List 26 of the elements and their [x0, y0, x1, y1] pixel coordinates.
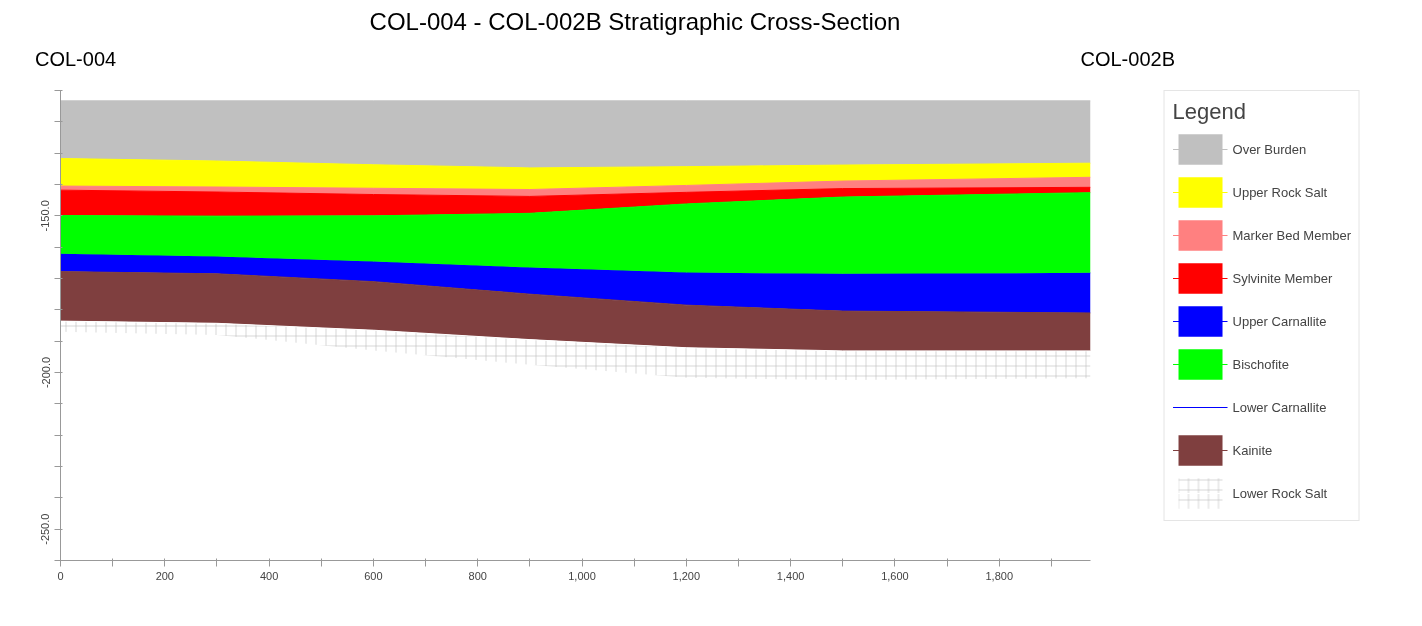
x-tick-label: 1,600	[881, 569, 909, 582]
legend-label: Upper Rock Salt	[1232, 184, 1328, 200]
x-tick-label: 0	[57, 569, 64, 582]
x-tick-label: 200	[155, 569, 174, 582]
y-tick-label: -200.0	[39, 356, 52, 389]
x-tick-label: 1,000	[568, 569, 596, 582]
legend-label: Kainite	[1232, 442, 1273, 458]
legend-label: Lower Rock Salt	[1232, 485, 1328, 501]
x-tick-label: 1,800	[985, 569, 1013, 582]
legend-label: Bischofite	[1232, 356, 1289, 372]
chart-title: COL-004 - COL-002B Stratigraphic Cross-Section	[369, 7, 901, 37]
x-tick-label: 800	[468, 569, 487, 582]
y-tick-label: -150.0	[39, 200, 52, 232]
legend-label: Upper Carnallite	[1232, 313, 1327, 329]
legend-label: Lower Carnallite	[1232, 399, 1327, 415]
legend-label: Sylvinite Member	[1232, 270, 1333, 286]
x-tick-label: 400	[259, 569, 279, 582]
x-tick-label: 1,400	[776, 569, 805, 582]
y-tick-label: -250.0	[39, 513, 52, 545]
text: COL-002B	[1080, 47, 1175, 72]
legend-label: Marker Bed Member	[1232, 227, 1351, 243]
x-tick-label: 600	[364, 569, 383, 582]
legend-title: Legend	[1172, 99, 1247, 125]
legend-label: Over Burden	[1232, 141, 1307, 157]
text: COL-004	[35, 47, 117, 72]
x-tick-label: 1,200	[672, 569, 701, 582]
